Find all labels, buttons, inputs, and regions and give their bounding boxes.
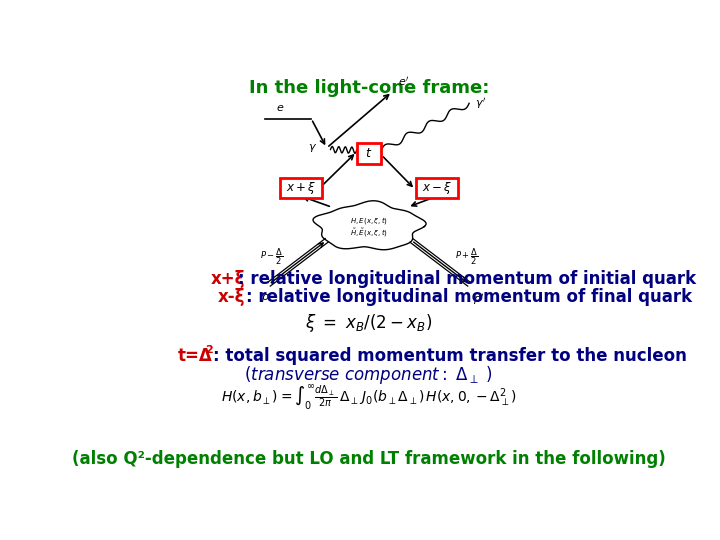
- Text: $e'$: $e'$: [398, 75, 410, 88]
- Text: t=Δ: t=Δ: [178, 347, 213, 365]
- Text: $H(x, b_\perp) = \int_0^\infty \frac{d\Delta_\perp}{2\pi}\, \Delta_\perp\, J_0(b: $H(x, b_\perp) = \int_0^\infty \frac{d\D…: [221, 383, 517, 412]
- Text: $e$: $e$: [276, 103, 284, 112]
- Text: In the light-cone frame:: In the light-cone frame:: [249, 79, 489, 97]
- Text: $\tilde{H}, \tilde{E}(x,\xi,t)$: $\tilde{H}, \tilde{E}(x,\xi,t)$: [350, 226, 388, 239]
- Text: $t$: $t$: [365, 147, 373, 160]
- Text: 2: 2: [205, 346, 212, 355]
- Text: $p'$: $p'$: [473, 292, 485, 307]
- Text: $p$: $p$: [261, 292, 269, 304]
- Text: $x+\xi$: $x+\xi$: [286, 180, 316, 196]
- Text: : relative longitudinal momentum of final quark: : relative longitudinal momentum of fina…: [246, 288, 692, 306]
- FancyBboxPatch shape: [357, 143, 381, 164]
- Text: $\gamma'$: $\gamma'$: [475, 96, 487, 111]
- Text: (also Q²-dependence but LO and LT framework in the following): (also Q²-dependence but LO and LT framew…: [72, 450, 666, 468]
- Text: x+ξ: x+ξ: [211, 270, 246, 288]
- Text: $H, E(x,\xi,t)$: $H, E(x,\xi,t)$: [350, 215, 388, 226]
- Text: $P - \dfrac{\Delta}{2}$: $P - \dfrac{\Delta}{2}$: [260, 247, 283, 267]
- FancyBboxPatch shape: [281, 178, 322, 198]
- Text: $P + \dfrac{\Delta}{2}$: $P + \dfrac{\Delta}{2}$: [455, 247, 478, 267]
- Text: $x-\xi$: $x-\xi$: [422, 180, 452, 196]
- Polygon shape: [313, 201, 426, 250]
- FancyBboxPatch shape: [416, 178, 457, 198]
- Text: $\gamma$: $\gamma$: [307, 143, 317, 154]
- Text: $(transverse\ component{:}\ \Delta_\perp\ )$: $(transverse\ component{:}\ \Delta_\perp…: [245, 364, 493, 386]
- Text: : total squared momentum transfer to the nucleon: : total squared momentum transfer to the…: [213, 347, 688, 365]
- Text: $\xi \ = \ x_B/(2 - x_B)$: $\xi \ = \ x_B/(2 - x_B)$: [305, 312, 433, 334]
- Text: : relative longitudinal momentum of initial quark: : relative longitudinal momentum of init…: [238, 270, 696, 288]
- Text: x-ξ: x-ξ: [217, 288, 245, 306]
